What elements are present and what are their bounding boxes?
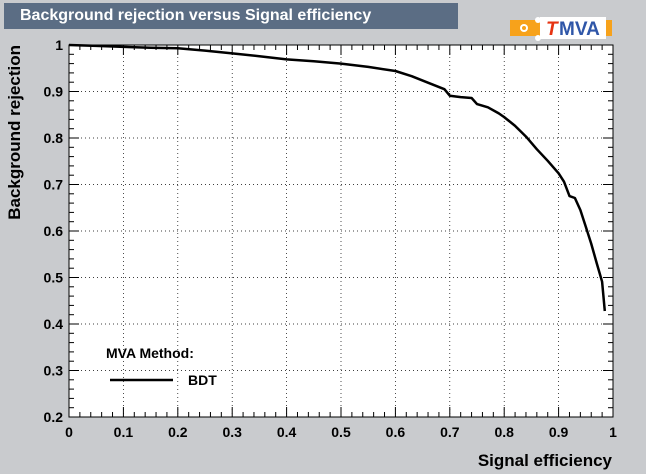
y-tick-label: 0.8: [44, 130, 64, 146]
axis-ticks: [68, 44, 614, 418]
chart-title-bar: Background rejection versus Signal effic…: [4, 3, 458, 29]
x-tick-label: 0.3: [222, 424, 242, 440]
y-axis-title: Background rejection: [5, 45, 24, 220]
y-tick-label: 0.7: [44, 177, 64, 193]
tmva-logo-icon: T MVA: [510, 17, 612, 41]
grid: [69, 45, 613, 417]
y-tick-label: 1: [55, 37, 63, 53]
y-tick-label: 0.4: [44, 316, 64, 332]
x-axis-title: Signal efficiency: [478, 451, 613, 470]
x-tick-label: 0.7: [440, 424, 460, 440]
y-tick-label: 0.5: [44, 270, 64, 286]
legend-header: MVA Method:: [106, 345, 194, 361]
x-tick-label: 0: [65, 424, 73, 440]
x-tick-label: 0.1: [114, 424, 134, 440]
y-tick-label: 0.9: [44, 84, 64, 100]
y-tick-labels: 0.2 0.3 0.4 0.5 0.6 0.7 0.8 0.9 1: [44, 37, 64, 425]
x-tick-label: 0.4: [277, 424, 297, 440]
logo-letter-t: T: [546, 19, 559, 40]
legend-label-bdt: BDT: [188, 372, 217, 388]
x-tick-label: 0.9: [549, 424, 569, 440]
x-tick-label: 0.6: [386, 424, 406, 440]
y-tick-label: 0.6: [44, 223, 64, 239]
y-tick-label: 0.3: [44, 363, 64, 379]
x-tick-label: 1: [609, 424, 617, 440]
x-tick-label: 0.2: [168, 424, 188, 440]
chart-title: Background rejection versus Signal effic…: [20, 7, 372, 24]
logo-text: MVA: [559, 19, 600, 40]
x-tick-label: 0.5: [331, 424, 351, 440]
x-tick-labels: 0 0.1 0.2 0.3 0.4 0.5 0.6 0.7 0.8 0.9 1: [65, 424, 617, 440]
series-line-bdt: [68, 43, 607, 312]
y-tick-label: 0.2: [44, 409, 64, 425]
x-tick-label: 0.8: [494, 424, 514, 440]
